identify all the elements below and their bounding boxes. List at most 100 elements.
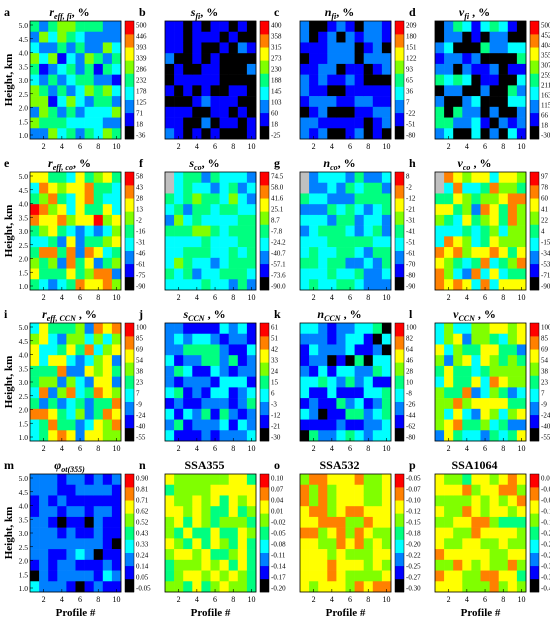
heatmap-cell (318, 549, 328, 561)
heatmap-cell (75, 96, 85, 108)
colorbar: 0.00-0.04-0.08-0.12-0.16-0.20-0.24-0.28-… (529, 473, 550, 593)
heatmap-cell (300, 74, 310, 86)
heatmap-cell (327, 128, 337, 140)
heatmap-cell (93, 225, 104, 237)
heatmap-cell (318, 355, 328, 367)
heatmap-cell (30, 31, 40, 43)
heatmap-cell (219, 225, 229, 237)
heatmap-cells (165, 323, 257, 442)
heatmap-cell (336, 581, 346, 593)
heatmap-cell (354, 527, 364, 539)
heatmap-cells (435, 474, 527, 593)
colorbar-segment (260, 401, 269, 416)
heatmap-cell (93, 236, 104, 248)
heatmap-cell (462, 53, 472, 65)
heatmap-cell (444, 484, 454, 496)
heatmap-cell (66, 96, 76, 108)
heatmap-cell (327, 484, 337, 496)
heatmap-cell (309, 268, 319, 280)
heatmap-cell (498, 430, 509, 442)
heatmap-cell (30, 398, 40, 410)
heatmap-cell (84, 419, 94, 431)
heatmap-cell (84, 74, 94, 86)
heatmap-cell (444, 257, 454, 269)
heatmap-cell (183, 225, 193, 237)
heatmap-cell (57, 549, 67, 561)
heatmap-cell (381, 559, 392, 571)
colorbar-segment (530, 73, 539, 87)
heatmap-cell (30, 63, 40, 75)
heatmap-cell (444, 506, 454, 518)
colorbar-segment (125, 578, 134, 593)
x-tick-label: 10 (517, 444, 525, 453)
heatmap-cell (444, 236, 454, 248)
heatmap-cell (102, 42, 113, 54)
heatmap-cell (246, 538, 257, 550)
heatmap-cell (309, 214, 319, 226)
heatmap-cell (30, 516, 40, 528)
heatmap-cell (39, 355, 49, 367)
heatmap-cell (246, 214, 257, 226)
heatmap-cell (318, 484, 328, 496)
colorbar-tick-label: 339 (136, 55, 147, 63)
heatmap-cell (336, 474, 346, 486)
x-tick-label: 2 (177, 595, 181, 604)
panel-title: φot(355) (54, 458, 85, 474)
colorbar-tick-label: 97 (541, 173, 549, 181)
heatmap-cell (516, 214, 527, 226)
heatmap-cell (498, 96, 509, 108)
heatmap-cell (237, 344, 248, 356)
heatmap-cell (381, 365, 392, 377)
heatmap-cell (300, 495, 310, 507)
colorbar-segment (395, 125, 404, 140)
heatmap-cell (471, 419, 481, 431)
heatmap-cell (219, 323, 229, 335)
heatmap-cell (327, 538, 337, 550)
heatmap-cell (201, 96, 211, 108)
heatmap-cell (30, 128, 40, 140)
heatmap-cell (183, 387, 193, 399)
heatmap-cell (462, 419, 472, 431)
heatmap-cell (435, 268, 445, 280)
heatmap-cell (480, 236, 490, 248)
heatmap-cell (471, 204, 481, 216)
heatmap-cell (57, 484, 67, 496)
heatmap-cell (219, 236, 229, 248)
heatmap-cell (435, 506, 445, 518)
colorbar-segment (260, 112, 269, 127)
colorbar-tick-label: -2 (136, 217, 142, 225)
colorbar-segment (530, 99, 539, 114)
colorbar-segment (125, 362, 134, 376)
heatmap-cell (174, 484, 184, 496)
heatmap-cell (183, 344, 193, 356)
heatmap-cell (471, 581, 481, 593)
heatmap-cell (183, 559, 193, 571)
heatmap-cell (93, 344, 104, 356)
heatmap-cell (57, 581, 67, 593)
heatmap-cell (507, 516, 518, 528)
heatmap-cell (57, 128, 67, 140)
y-tick-label: 2.5 (19, 392, 29, 401)
heatmap-cell (30, 549, 40, 561)
colorbar-segment (530, 211, 539, 225)
heatmap-cell (318, 570, 328, 582)
heatmap-cell (300, 559, 310, 571)
x-tick-label: 6 (213, 293, 217, 302)
heatmap-cell (210, 376, 220, 388)
heatmap-cell (444, 214, 454, 226)
heatmap-cell (435, 333, 445, 345)
heatmap-cell (507, 247, 518, 259)
heatmap-cell (66, 182, 76, 194)
heatmap-cell (192, 323, 202, 335)
heatmap-cell (462, 323, 472, 335)
heatmap-cell (354, 495, 364, 507)
heatmap-cell (165, 214, 175, 226)
colorbar-segment (125, 414, 134, 429)
heatmap-cell (84, 21, 94, 33)
colorbar-segment (260, 427, 269, 442)
heatmap-cell (39, 63, 49, 75)
colorbar-tick-label: 24 (271, 368, 279, 376)
heatmap-cell (489, 549, 499, 561)
